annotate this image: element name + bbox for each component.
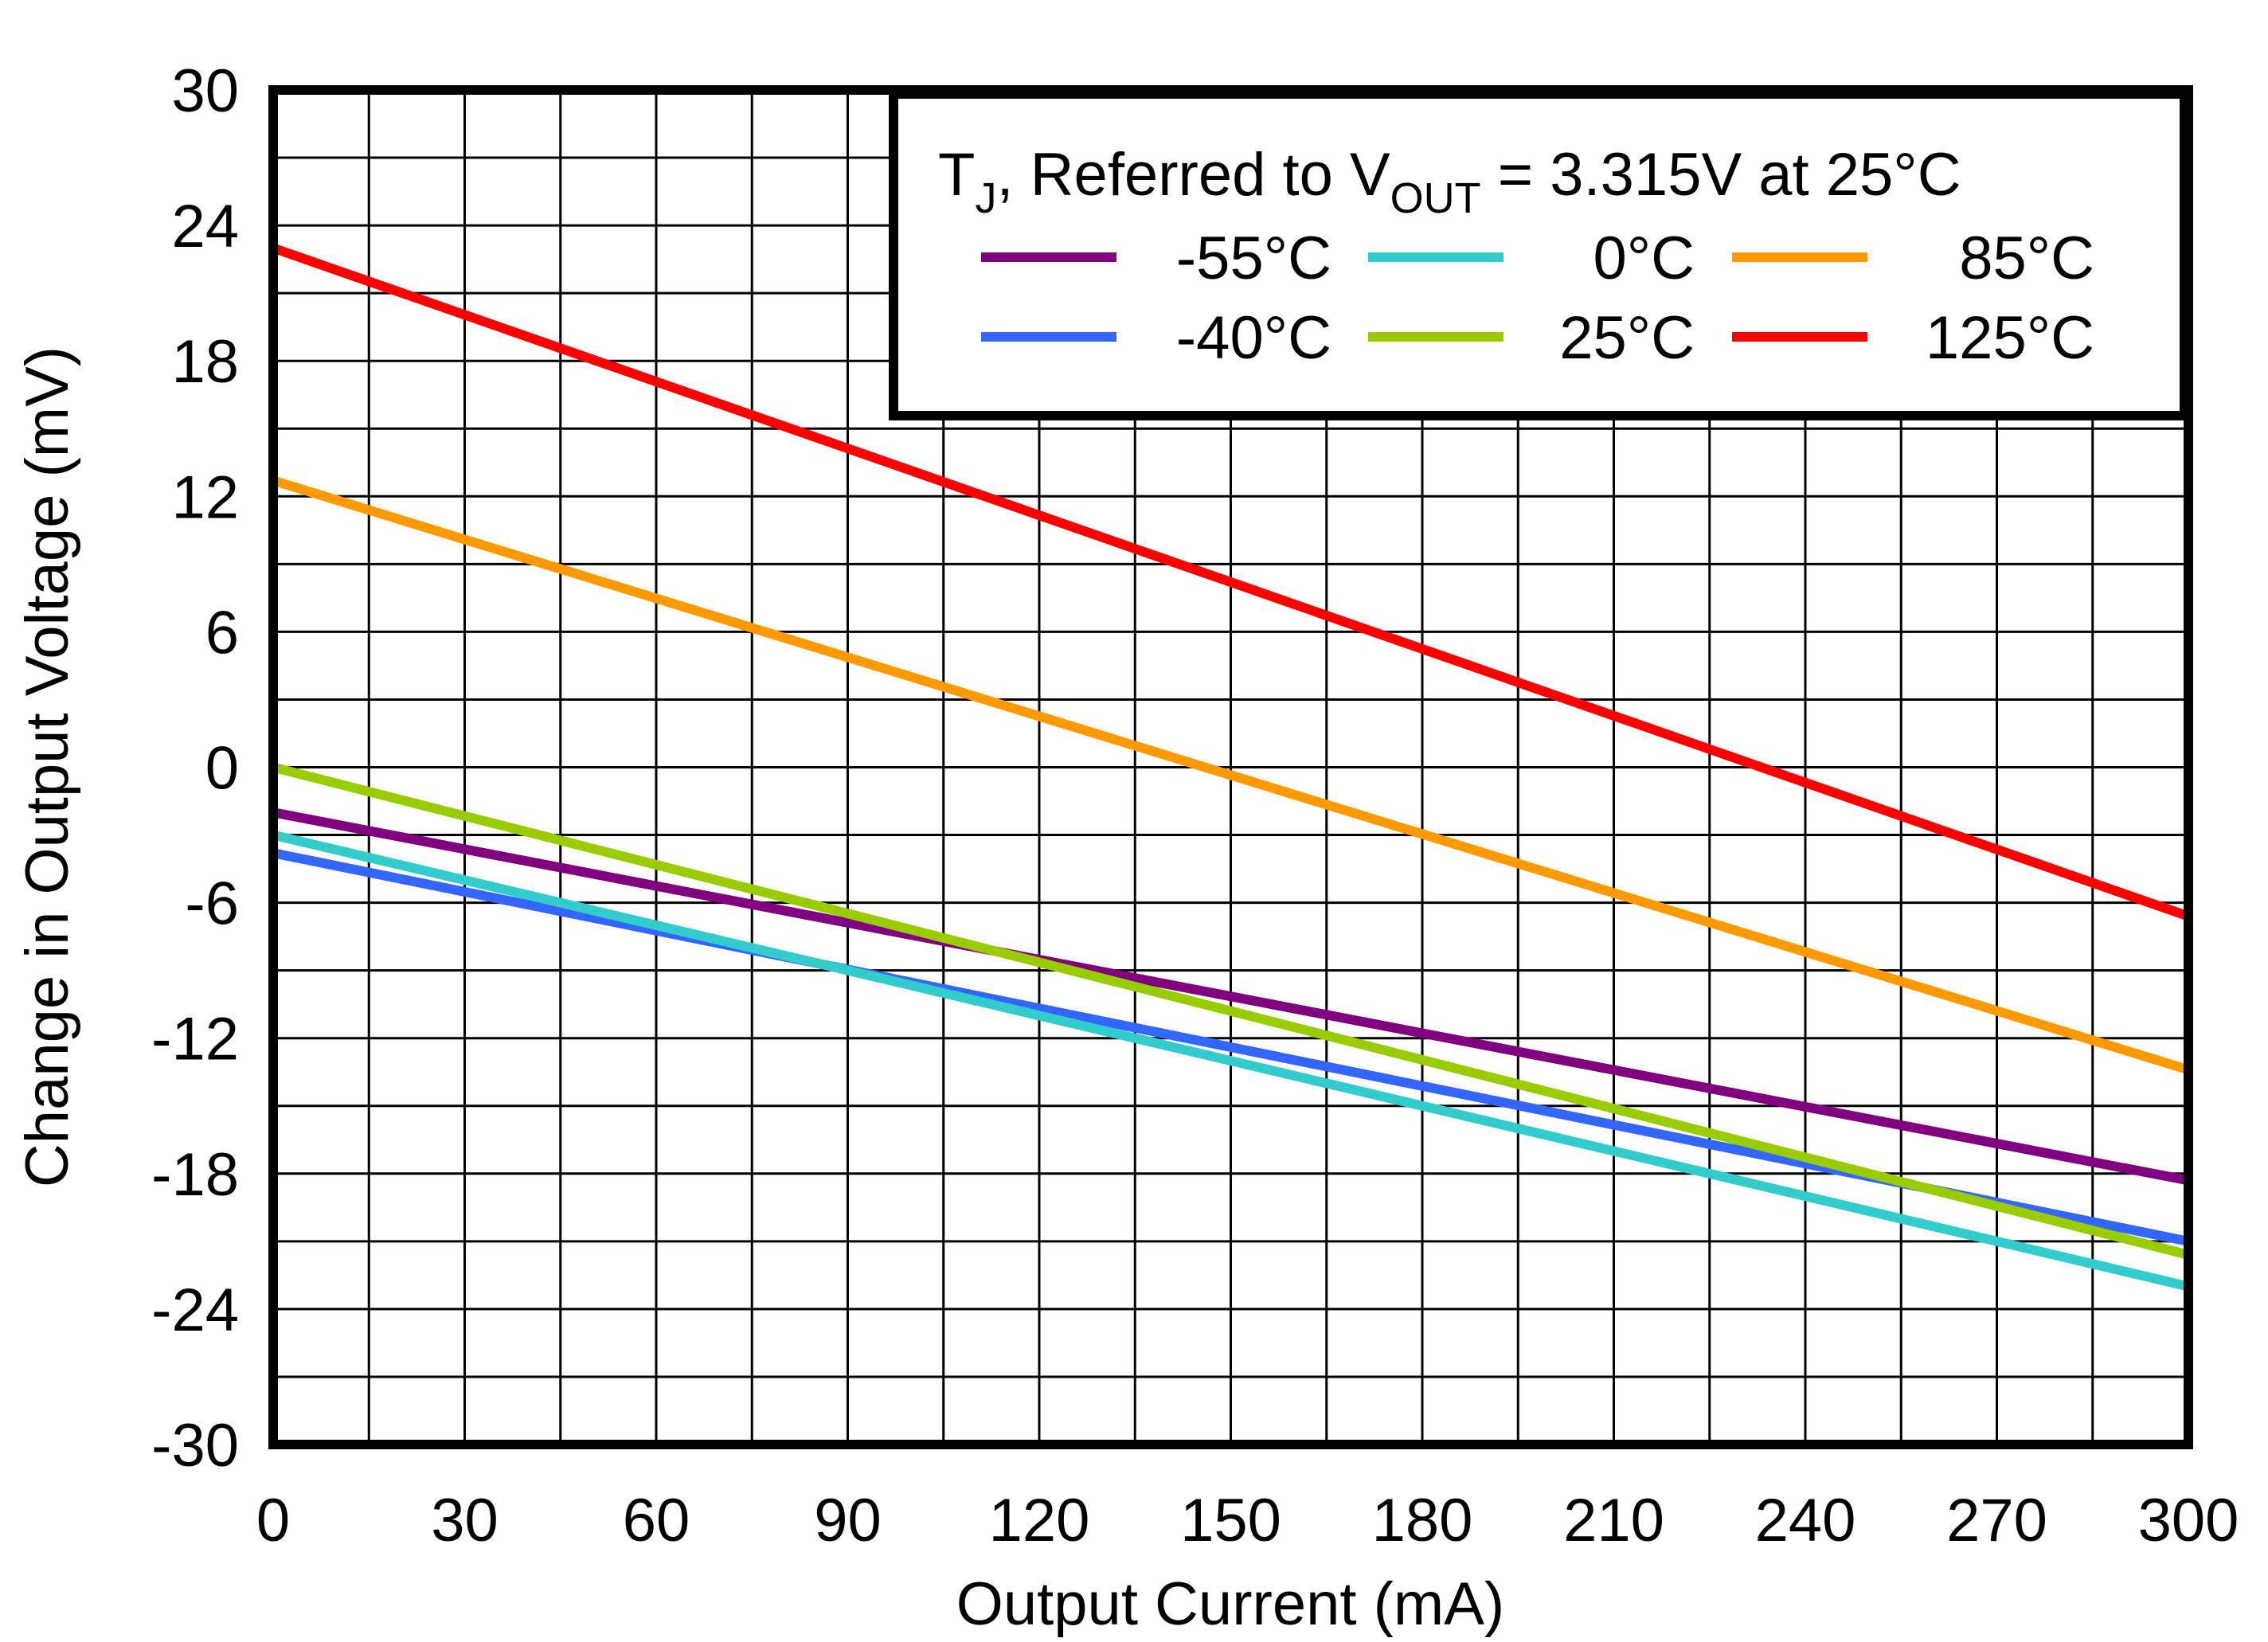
- series-line: [272, 243, 2190, 921]
- legend-entries: -55°C -40°C 0°C 25°C 85°C 125°C: [981, 225, 2094, 372]
- y-tick-label: 6: [205, 599, 239, 667]
- y-tick-label: 30: [171, 57, 239, 125]
- legend-label: -40°C: [1176, 304, 1331, 372]
- series-line: [272, 830, 2190, 1292]
- x-tick-label: 30: [431, 1487, 499, 1554]
- y-tick-label: -24: [151, 1276, 239, 1344]
- legend-label: 0°C: [1593, 225, 1695, 292]
- x-tick-label: 60: [623, 1487, 690, 1554]
- legend-label: 125°C: [1926, 304, 2094, 372]
- x-tick-label: 90: [814, 1487, 882, 1554]
- x-tick-label: 210: [1563, 1487, 1664, 1554]
- x-axis-label: Output Current (mA): [956, 1570, 1504, 1638]
- y-tick-label: 24: [171, 193, 239, 260]
- x-tick-label: 240: [1755, 1487, 1856, 1554]
- y-tick-label: 0: [205, 735, 239, 803]
- y-tick-label: 18: [171, 328, 239, 396]
- legend-label: 85°C: [1959, 225, 2094, 292]
- x-tick-label: 120: [989, 1487, 1090, 1554]
- series-layer: [272, 243, 2190, 1292]
- y-axis-label: Change in Output Voltage (mV): [14, 346, 81, 1187]
- y-tick-label: -6: [185, 870, 239, 938]
- y-tick-label: -30: [151, 1412, 239, 1480]
- y-tick-labels: 30 24 18 12 6 0 -6 -12 -18 -24 -30: [151, 57, 239, 1480]
- x-tick-label: 150: [1180, 1487, 1281, 1554]
- x-tick-labels: 0 30 60 90 120 150 180 210 240 270 300: [256, 1487, 2239, 1554]
- legend-label: 25°C: [1559, 304, 1695, 372]
- legend-title: TJ, Referred to VOUT = 3.315V at 25°C: [938, 141, 1961, 222]
- x-tick-label: 0: [256, 1487, 290, 1554]
- series-line: [272, 762, 2190, 1260]
- y-tick-label: -12: [151, 1006, 239, 1073]
- y-tick-label: 12: [171, 463, 239, 531]
- x-tick-label: 270: [1946, 1487, 2047, 1554]
- legend: TJ, Referred to VOUT = 3.315V at 25°C -5…: [889, 89, 2189, 420]
- x-tick-label: 300: [2138, 1487, 2239, 1554]
- series-line: [272, 475, 2190, 1075]
- series-line: [272, 807, 2190, 1186]
- x-tick-label: 180: [1372, 1487, 1473, 1554]
- y-tick-label: -18: [151, 1141, 239, 1209]
- legend-label: -55°C: [1176, 225, 1331, 292]
